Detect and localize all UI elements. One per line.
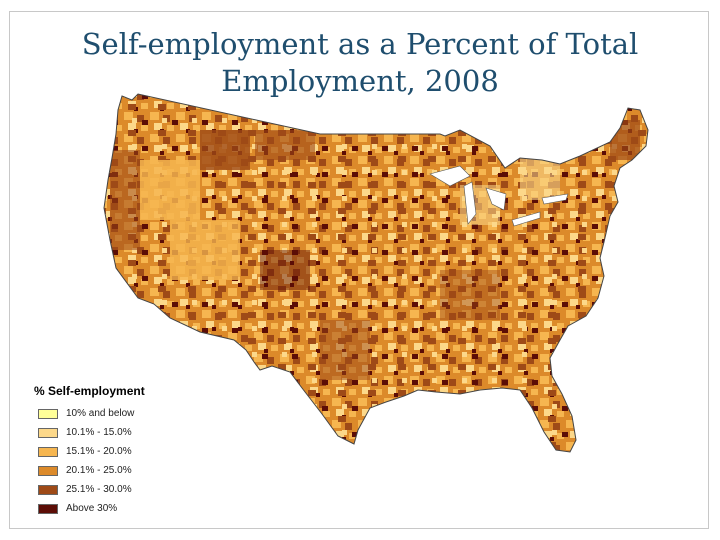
legend-item: 10.1% - 15.0% <box>38 427 132 438</box>
legend-item: 15.1% - 20.0% <box>38 446 132 457</box>
legend-title: % Self-employment <box>34 384 145 398</box>
legend-item: 20.1% - 25.0% <box>38 465 132 476</box>
legend-swatch <box>38 465 58 476</box>
legend-swatch <box>38 484 58 495</box>
legend-item: 10% and below <box>38 408 134 419</box>
legend-swatch <box>38 427 58 438</box>
map-legend: % Self-employment 10% and below 10.1% - … <box>24 380 184 525</box>
legend-item: Above 30% <box>38 503 117 514</box>
legend-label: 15.1% - 20.0% <box>66 446 132 457</box>
legend-label: 10.1% - 15.0% <box>66 427 132 438</box>
us-choropleth-map <box>20 90 696 526</box>
legend-swatch <box>38 503 58 514</box>
legend-label: 20.1% - 25.0% <box>66 465 132 476</box>
title-line-2: Employment, 2008 <box>221 64 499 98</box>
legend-item: 25.1% - 30.0% <box>38 484 132 495</box>
slide-title: Self-employment as a Percent of Total Em… <box>0 26 720 100</box>
legend-swatch <box>38 446 58 457</box>
title-line-1: Self-employment as a Percent of Total <box>81 27 639 61</box>
legend-swatch <box>38 408 58 419</box>
legend-label: Above 30% <box>66 503 118 514</box>
slide-frame <box>9 11 709 529</box>
legend-label: 10% and below <box>66 408 135 419</box>
map-svg <box>103 93 649 453</box>
legend-label: 25.1% - 30.0% <box>66 484 132 495</box>
